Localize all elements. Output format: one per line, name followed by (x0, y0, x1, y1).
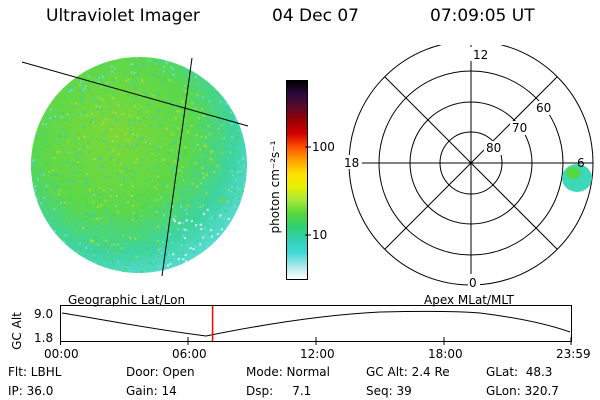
mlat-label-70: 70 (512, 121, 527, 135)
seq-status: Seq: 39 (366, 384, 412, 398)
time-tick-0600: 06:00 (172, 347, 207, 361)
filter-status: Flt: LBHL (8, 365, 62, 379)
mlat-label-60: 60 (536, 101, 551, 115)
gc-alt-axis-title: GC Alt (10, 312, 24, 350)
polar-plot: 12 0 18 60 70 80 6 (342, 45, 594, 290)
dsp-status: Dsp: 7.1 (246, 384, 312, 398)
mlt-label-18: 18 (344, 156, 359, 170)
gc-alt-plot (60, 305, 572, 345)
header-time: 07:09:05 UT (430, 6, 535, 26)
gc-alt-min: 1.8 (34, 331, 54, 345)
gc-alt-curve (61, 310, 571, 337)
lat-lon-line (161, 57, 193, 277)
timeline-left-label: Geographic Lat/Lon (68, 293, 186, 307)
colorbar-tick-10: 10 (312, 228, 328, 242)
mlt-label-6: 6 (577, 156, 585, 170)
colorbar (286, 80, 308, 280)
mlat-label-80: 80 (486, 141, 501, 155)
time-tick-1800: 18:00 (428, 347, 463, 361)
instrument-title: Ultraviolet Imager (46, 6, 200, 26)
gc-alt-max: 9.0 (34, 307, 54, 321)
timeline-right-label: Apex MLat/MLT (424, 293, 514, 307)
mode-status: Mode: Normal (246, 365, 330, 379)
header-date: 04 Dec 07 (272, 6, 359, 26)
mlt-label-12: 12 (473, 48, 488, 62)
time-tick-1200: 12:00 (300, 347, 335, 361)
colorbar-tick-100: 100 (312, 140, 335, 154)
glat-status: GLat: 48.3 (486, 365, 553, 379)
gc-alt-status: GC Alt: 2.4 Re (366, 365, 450, 379)
time-tick-2359: 23:59 (556, 347, 591, 361)
mlt-label-0: 0 (469, 276, 477, 290)
glon-status: GLon: 320.7 (486, 384, 559, 398)
door-status: Door: Open (126, 365, 195, 379)
colorbar-unit-label: photon cm⁻²s⁻¹ (268, 140, 282, 234)
ip-status: IP: 36.0 (8, 384, 54, 398)
earth-image (21, 57, 249, 277)
gain-status: Gain: 14 (126, 384, 177, 398)
aurora-blob (562, 164, 592, 192)
lat-lon-line (21, 61, 249, 127)
time-tick-0000: 00:00 (44, 347, 79, 361)
